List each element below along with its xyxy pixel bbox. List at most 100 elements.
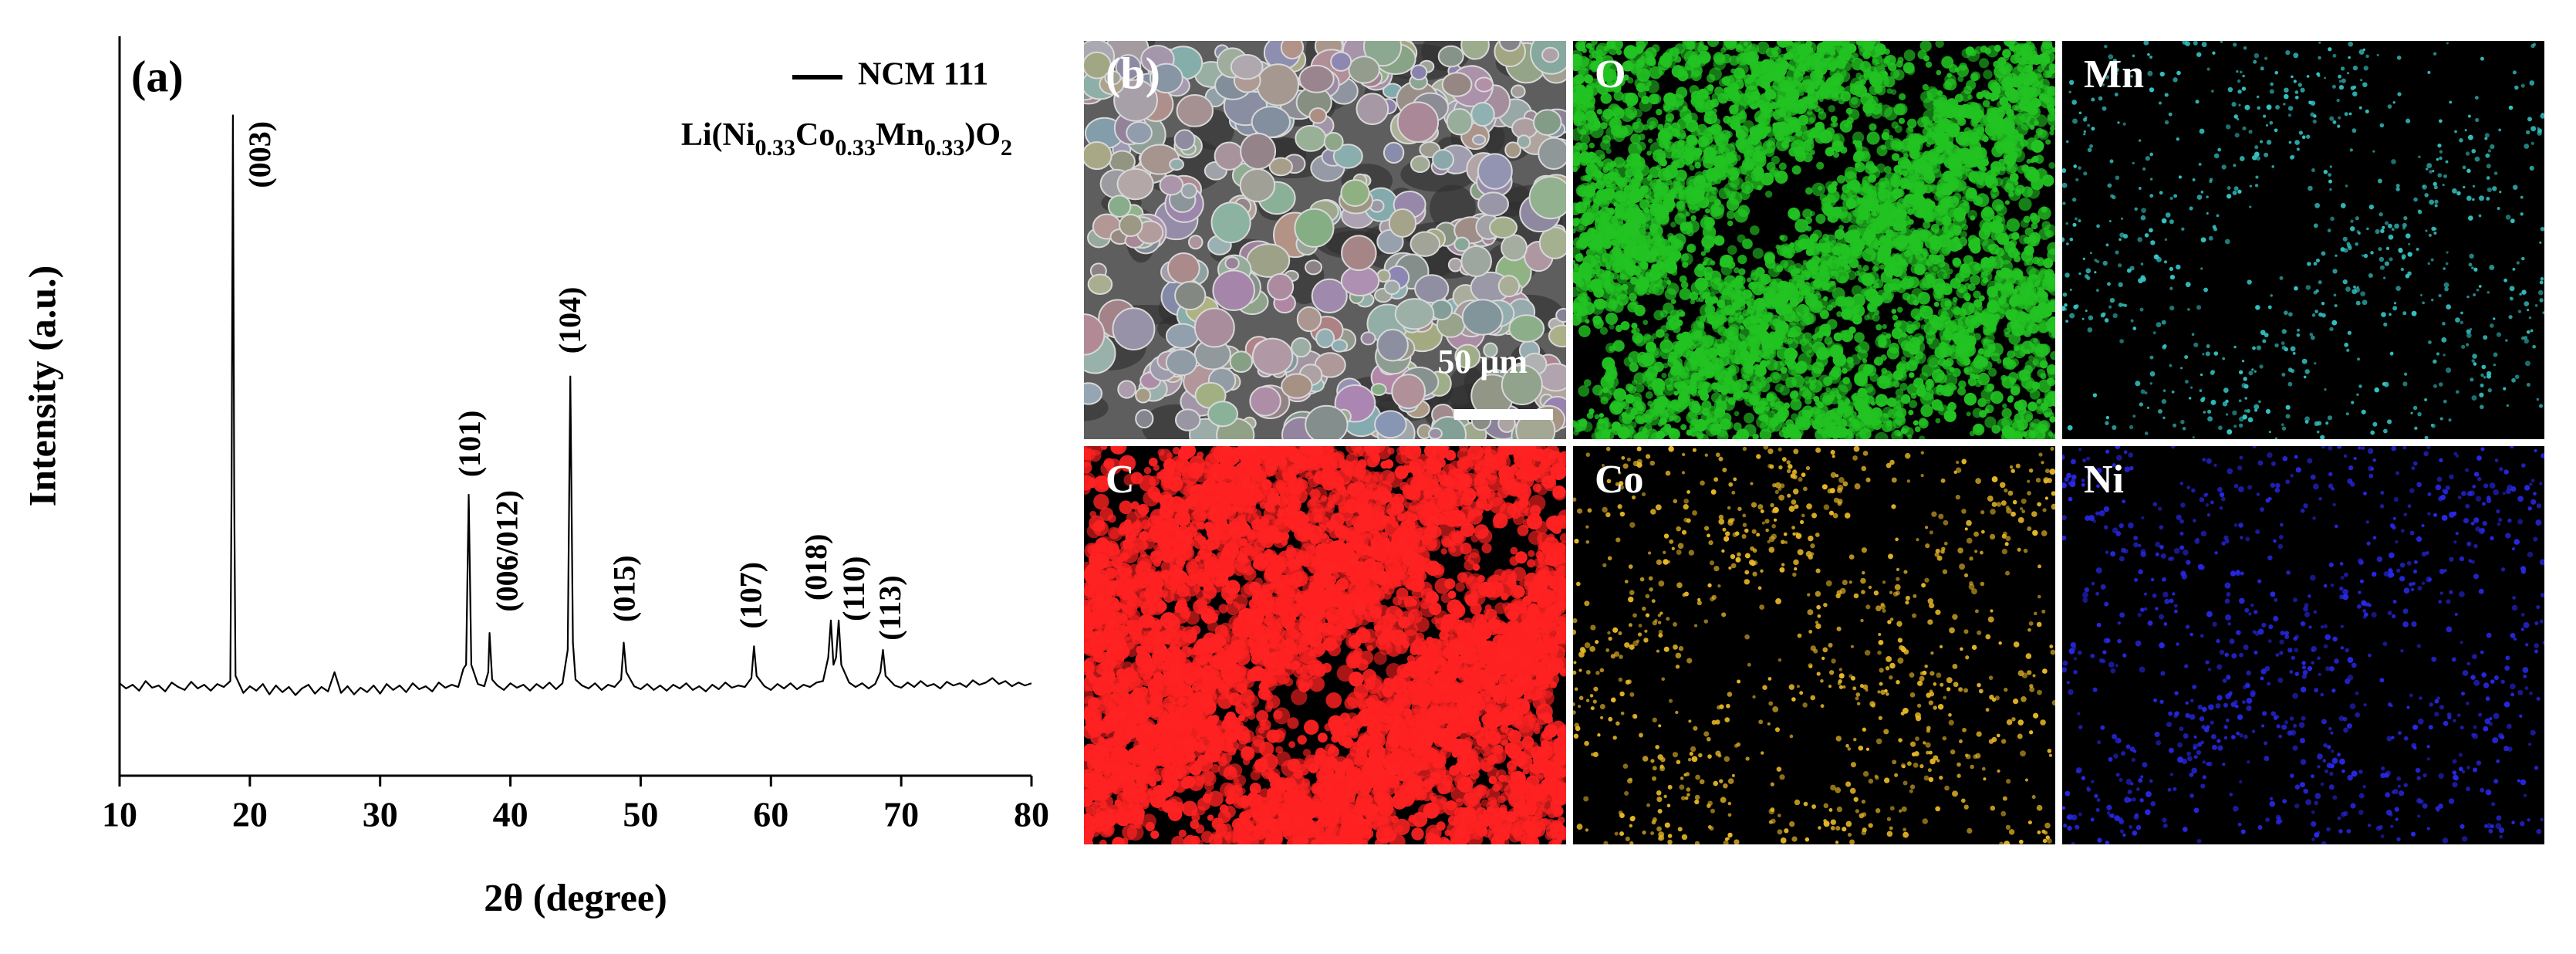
- map-dot: [1675, 340, 1687, 353]
- map-dot: [1963, 293, 1971, 300]
- map-dot: [1859, 198, 1867, 206]
- map-dot: [2049, 130, 2054, 136]
- map-dot: [1943, 120, 1955, 131]
- sem-particle: [1231, 351, 1252, 372]
- map-dot: [1815, 73, 1823, 80]
- map-dot: [1578, 218, 1585, 225]
- map-dot: [1933, 289, 1943, 299]
- map-dot: [1597, 109, 1603, 115]
- map-dot: [1836, 238, 1847, 249]
- map-dot: [1699, 434, 1709, 444]
- sem-particle: [1389, 209, 1416, 237]
- map-dot: [1625, 394, 1635, 404]
- map-dot: [1902, 262, 1908, 268]
- map-dot: [1642, 218, 1651, 228]
- map-dot: [1774, 47, 1781, 55]
- map-dot: [1896, 320, 1902, 326]
- map-dot: [1578, 143, 1588, 152]
- map-dot: [2266, 124, 2268, 127]
- map-dot: [1920, 282, 1926, 288]
- map-dot: [1574, 115, 1582, 123]
- map-dot: [1986, 400, 1990, 404]
- map-dot: [1689, 428, 1698, 437]
- map-dot: [1937, 269, 1948, 280]
- map-dot: [1751, 56, 1759, 64]
- map-dot: [1724, 144, 1736, 155]
- map-dot: [1741, 181, 1754, 194]
- map-dot: [1675, 170, 1687, 182]
- map-dot: [1885, 220, 1892, 227]
- map-dot: [1772, 373, 1779, 380]
- map-dot: [1936, 217, 1944, 225]
- map-dot: [1633, 170, 1642, 179]
- map-dot: [1659, 134, 1666, 140]
- sem-particle: [1291, 338, 1311, 357]
- map-dot: [1938, 200, 1946, 208]
- map-dot: [1923, 137, 1928, 141]
- map-dot: [1891, 309, 1896, 314]
- map-dot: [2268, 306, 2272, 310]
- sem-particle: [1500, 31, 1521, 51]
- formula-part: )O: [964, 117, 1001, 153]
- map-dot: [1588, 262, 1601, 275]
- map-dot: [1863, 73, 1871, 80]
- sem-particle: [1411, 65, 1426, 80]
- map-dot: [1920, 164, 1933, 176]
- map-dot: [1965, 367, 1972, 374]
- map-dot: [1613, 388, 1626, 401]
- x-axis-title: 2θ (degree): [484, 875, 667, 918]
- map-dot: [1703, 257, 1709, 262]
- map-dot: [2043, 258, 2053, 268]
- map-dot: [1968, 128, 1981, 141]
- map-dot: [1670, 222, 1676, 227]
- map-dot: [1630, 47, 1639, 56]
- formula-subscript: 0.33: [755, 135, 796, 161]
- map-dot: [1714, 374, 1720, 380]
- map-dot: [2069, 80, 2074, 85]
- map-dot: [1600, 397, 1608, 404]
- sem-particle: [1342, 235, 1376, 270]
- map-dot: [1582, 116, 1587, 120]
- sem-particle: [1241, 134, 1275, 169]
- map-dot: [1805, 282, 1810, 287]
- map-dot: [2031, 215, 2040, 224]
- map-dot: [1887, 347, 1899, 359]
- map-dot: [1754, 298, 1767, 311]
- map-dot: [1902, 333, 1907, 338]
- map-dot: [1760, 377, 1765, 382]
- map-dot: [1591, 114, 1598, 121]
- map-dot: [2010, 239, 2017, 246]
- map-dot: [2002, 404, 2007, 408]
- map-dot: [1670, 161, 1680, 170]
- map-dot: [1707, 74, 1715, 83]
- map-dot: [1781, 235, 1788, 242]
- map-dot: [2048, 367, 2059, 379]
- map-dot: [1791, 430, 1802, 441]
- map-dot: [1971, 242, 1977, 249]
- map-dot: [1831, 367, 1842, 377]
- map-dot: [1717, 357, 1723, 362]
- map-dot: [1772, 319, 1781, 327]
- map-dot: [2135, 381, 2140, 386]
- map-dot: [1628, 143, 1642, 157]
- map-dot: [1832, 434, 1838, 440]
- map-dot: [1837, 418, 1847, 428]
- map-dot: [1920, 202, 1929, 211]
- map-dot: [1944, 74, 1956, 86]
- map-dot: [1616, 134, 1621, 138]
- map-dot: [1892, 419, 1902, 428]
- map-dot: [1990, 161, 2002, 173]
- map-dot: [1731, 294, 1744, 306]
- map-dot: [1700, 316, 1707, 323]
- map-dot: [1986, 263, 1991, 269]
- map-dot: [2004, 35, 2016, 47]
- map-dot: [1740, 144, 1744, 148]
- map-dot: [1770, 56, 1776, 62]
- map-dot: [1882, 407, 1893, 418]
- map-dot: [1646, 80, 1659, 93]
- map-dot: [1735, 285, 1746, 296]
- map-dot: [1862, 274, 1874, 286]
- map-dot: [1605, 313, 1618, 325]
- map-dot: [1739, 111, 1747, 119]
- map-dot: [2429, 170, 2433, 174]
